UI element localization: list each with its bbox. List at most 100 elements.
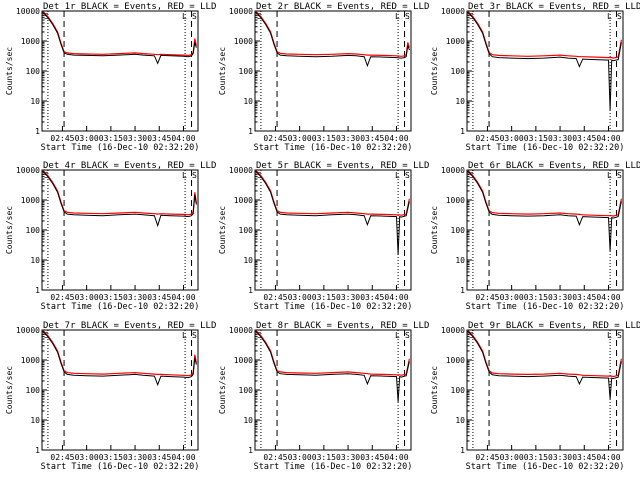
x-tick-label: 04:00 bbox=[171, 134, 195, 143]
y-tick-label: 1000 bbox=[446, 196, 465, 205]
y-tick-label: 10 bbox=[243, 256, 253, 265]
y-axis-label: Counts/sec bbox=[5, 206, 14, 254]
chart-panel-5: Det 5r BLACK = Events, RED = LLD 1 10 100 10… bbox=[218, 161, 429, 312]
x-tick-label: 04:00 bbox=[384, 453, 408, 462]
plot-frame bbox=[466, 329, 624, 451]
x-tick-label: 03:30 bbox=[123, 453, 147, 462]
corner-label: S bbox=[192, 12, 197, 21]
plot-frame bbox=[254, 329, 412, 451]
y-tick-label: 10000 bbox=[16, 166, 40, 175]
x-tick-label: 03:15 bbox=[99, 453, 123, 462]
y-axis-label: Counts/sec bbox=[218, 206, 227, 254]
y-axis-label: Counts/sec bbox=[5, 47, 14, 95]
series-line-events bbox=[255, 331, 410, 402]
x-tick-label: 02:45 bbox=[475, 293, 499, 302]
y-tick-label: 10 bbox=[243, 97, 253, 106]
x-tick-label: 03:30 bbox=[336, 453, 360, 462]
x-tick-label: 03:00 bbox=[500, 293, 524, 302]
corner-label: L bbox=[395, 331, 400, 340]
chart-panel-4: Det 4r BLACK = Events, RED = LLD 1 10 100 10… bbox=[5, 161, 216, 312]
corner-label: S bbox=[192, 331, 197, 340]
y-tick-label: 1000 bbox=[234, 196, 253, 205]
chart-title: Det 5r BLACK = Events, RED = LLD bbox=[256, 161, 429, 171]
x-tick-label: 02:45 bbox=[50, 293, 74, 302]
x-tick-label: 03:15 bbox=[524, 134, 548, 143]
plot-frame bbox=[41, 329, 199, 451]
y-tick-label: 1000 bbox=[234, 37, 253, 46]
plot-frame bbox=[466, 10, 624, 132]
series-line-events bbox=[467, 12, 622, 111]
chart-panel-9: Det 9r BLACK = Events, RED = LLD 1 10 100 10… bbox=[430, 321, 640, 472]
y-tick-label: 10 bbox=[455, 416, 465, 425]
y-tick-label: 10000 bbox=[229, 166, 253, 175]
y-tick-label: 1 bbox=[35, 127, 40, 136]
y-axis-label: Counts/sec bbox=[430, 366, 439, 414]
x-tick-label: 03:00 bbox=[75, 293, 99, 302]
plot-frame bbox=[466, 169, 624, 291]
series-line-events bbox=[42, 171, 197, 228]
y-tick-label: 10000 bbox=[441, 166, 465, 175]
x-tick-label: 03:45 bbox=[572, 134, 596, 143]
series-line-lld bbox=[42, 11, 197, 57]
x-tick-label: 03:45 bbox=[147, 134, 171, 143]
x-axis-label: Start Time (16-Dec-10 02:32:20) bbox=[466, 302, 625, 312]
corner-label: L bbox=[607, 171, 612, 180]
corner-label: S bbox=[617, 171, 622, 180]
x-tick-label: 02:45 bbox=[263, 453, 287, 462]
chart-title: Det 8r BLACK = Events, RED = LLD bbox=[256, 321, 429, 331]
x-axis-label: Start Time (16-Dec-10 02:32:20) bbox=[254, 302, 413, 312]
corner-label: L bbox=[182, 331, 187, 340]
series-line-events bbox=[42, 331, 197, 387]
chart-title: Det 3r BLACK = Events, RED = LLD bbox=[468, 2, 640, 12]
x-tick-label: 02:45 bbox=[263, 134, 287, 143]
y-tick-label: 1000 bbox=[21, 196, 40, 205]
chart-panel-6: Det 6r BLACK = Events, RED = LLD 1 10 100 10… bbox=[430, 161, 640, 312]
series-line-lld bbox=[467, 330, 622, 378]
y-tick-label: 1000 bbox=[234, 356, 253, 365]
x-tick-label: 03:45 bbox=[360, 453, 384, 462]
y-tick-label: 1 bbox=[460, 446, 465, 455]
x-tick-label: 03:00 bbox=[288, 293, 312, 302]
y-tick-label: 10000 bbox=[441, 326, 465, 335]
corner-label: S bbox=[405, 12, 410, 21]
y-tick-label: 10 bbox=[455, 97, 465, 106]
y-tick-label: 1 bbox=[35, 446, 40, 455]
y-tick-label: 10 bbox=[30, 97, 40, 106]
y-tick-label: 1 bbox=[35, 286, 40, 295]
x-tick-label: 04:00 bbox=[384, 134, 408, 143]
y-axis-label: Counts/sec bbox=[430, 47, 439, 95]
x-axis-label: Start Time (16-Dec-10 02:32:20) bbox=[254, 143, 413, 153]
y-tick-label: 10000 bbox=[229, 7, 253, 16]
y-tick-label: 10 bbox=[30, 256, 40, 265]
series-line-lld bbox=[255, 330, 410, 376]
y-tick-label: 1 bbox=[248, 286, 253, 295]
y-tick-label: 1 bbox=[460, 127, 465, 136]
y-tick-label: 10000 bbox=[16, 326, 40, 335]
y-tick-label: 10000 bbox=[229, 326, 253, 335]
corner-label: L bbox=[182, 12, 187, 21]
chart-panel-1: Det 1r BLACK = Events, RED = LLD 1 10 100 10… bbox=[5, 2, 216, 153]
chart-title: Det 7r BLACK = Events, RED = LLD bbox=[43, 321, 216, 331]
x-tick-label: 03:00 bbox=[500, 453, 524, 462]
corner-label: S bbox=[192, 171, 197, 180]
corner-label: L bbox=[395, 12, 400, 21]
x-tick-label: 03:15 bbox=[312, 453, 336, 462]
x-tick-label: 04:00 bbox=[171, 293, 195, 302]
x-tick-label: 04:00 bbox=[596, 293, 620, 302]
series-line-events bbox=[255, 12, 410, 68]
x-tick-label: 02:45 bbox=[50, 453, 74, 462]
x-tick-label: 03:15 bbox=[99, 134, 123, 143]
x-axis-label: Start Time (16-Dec-10 02:32:20) bbox=[41, 302, 200, 312]
x-axis-label: Start Time (16-Dec-10 02:32:20) bbox=[254, 462, 413, 472]
chart-panel-8: Det 8r BLACK = Events, RED = LLD 1 10 100 10… bbox=[218, 321, 429, 472]
x-tick-label: 03:30 bbox=[548, 293, 572, 302]
x-tick-label: 03:45 bbox=[360, 293, 384, 302]
corner-label: S bbox=[617, 331, 622, 340]
corner-label: L bbox=[607, 12, 612, 21]
x-tick-label: 03:15 bbox=[524, 293, 548, 302]
series-line-lld bbox=[467, 11, 622, 59]
chart-panel-3: Det 3r BLACK = Events, RED = LLD 1 10 100 10… bbox=[430, 2, 640, 153]
series-line-lld bbox=[255, 170, 410, 216]
x-tick-label: 03:15 bbox=[99, 293, 123, 302]
